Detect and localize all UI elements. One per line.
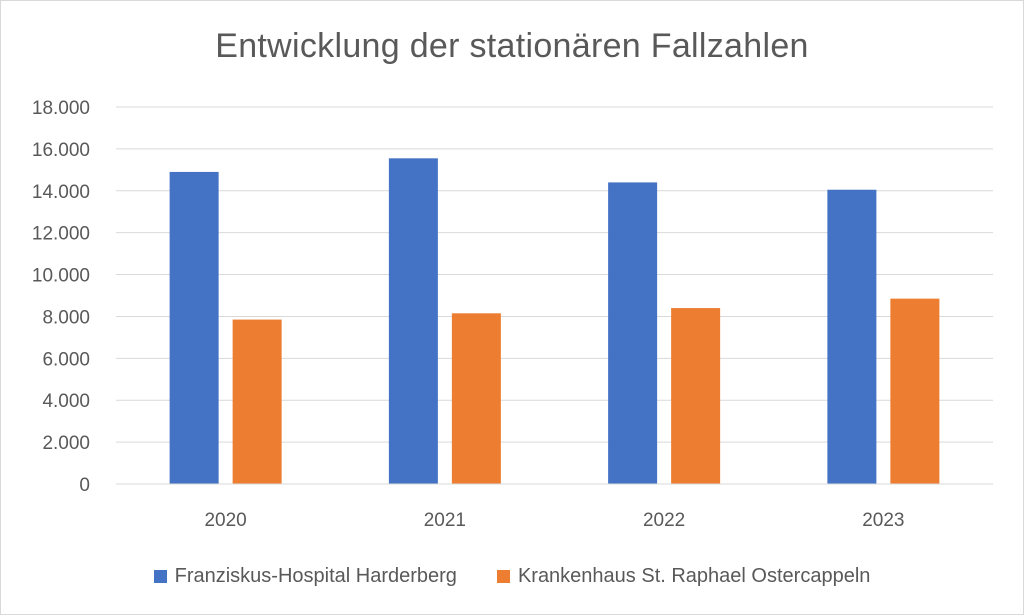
bar-series-2: [451, 313, 501, 484]
y-tick-label: 16.000: [32, 140, 90, 161]
y-tick-label: 10.000: [32, 266, 90, 287]
y-tick-label: 18.000: [32, 98, 90, 119]
y-tick-label: 2.000: [42, 433, 90, 454]
legend-item-series-2: Krankenhaus St. Raphael Ostercappeln: [496, 564, 871, 588]
chart-title: Entwicklung der stationären Fallzahlen: [215, 27, 809, 65]
legend: Franziskus-Hospital Harderberg Krankenha…: [1, 561, 1023, 591]
x-tick-label: 2023: [862, 510, 904, 531]
bar-series-1: [169, 171, 219, 484]
x-tick-label: 2021: [424, 510, 466, 531]
bar-series-1: [827, 189, 877, 484]
x-tick-label: 2020: [204, 510, 246, 531]
y-tick-label: 14.000: [32, 182, 90, 203]
y-tick-label: 12.000: [32, 224, 90, 245]
legend-swatch-series-2: [496, 569, 510, 583]
y-tick-label: 0: [79, 475, 90, 496]
legend-item-series-1: Franziskus-Hospital Harderberg: [153, 564, 457, 588]
bar-series-2: [890, 298, 940, 484]
legend-swatch-series-1: [153, 569, 167, 583]
bar-series-1: [608, 182, 658, 484]
y-tick-label: 8.000: [42, 307, 90, 328]
bar-series-1: [388, 158, 438, 484]
bar-series-2: [671, 308, 721, 484]
legend-label-series-1: Franziskus-Hospital Harderberg: [174, 564, 457, 587]
y-tick-label: 4.000: [42, 391, 90, 412]
legend-label-series-2: Krankenhaus St. Raphael Ostercappeln: [517, 564, 871, 587]
bar-series-2: [232, 319, 282, 484]
x-tick-label: 2022: [643, 510, 685, 531]
y-tick-label: 6.000: [42, 349, 90, 370]
